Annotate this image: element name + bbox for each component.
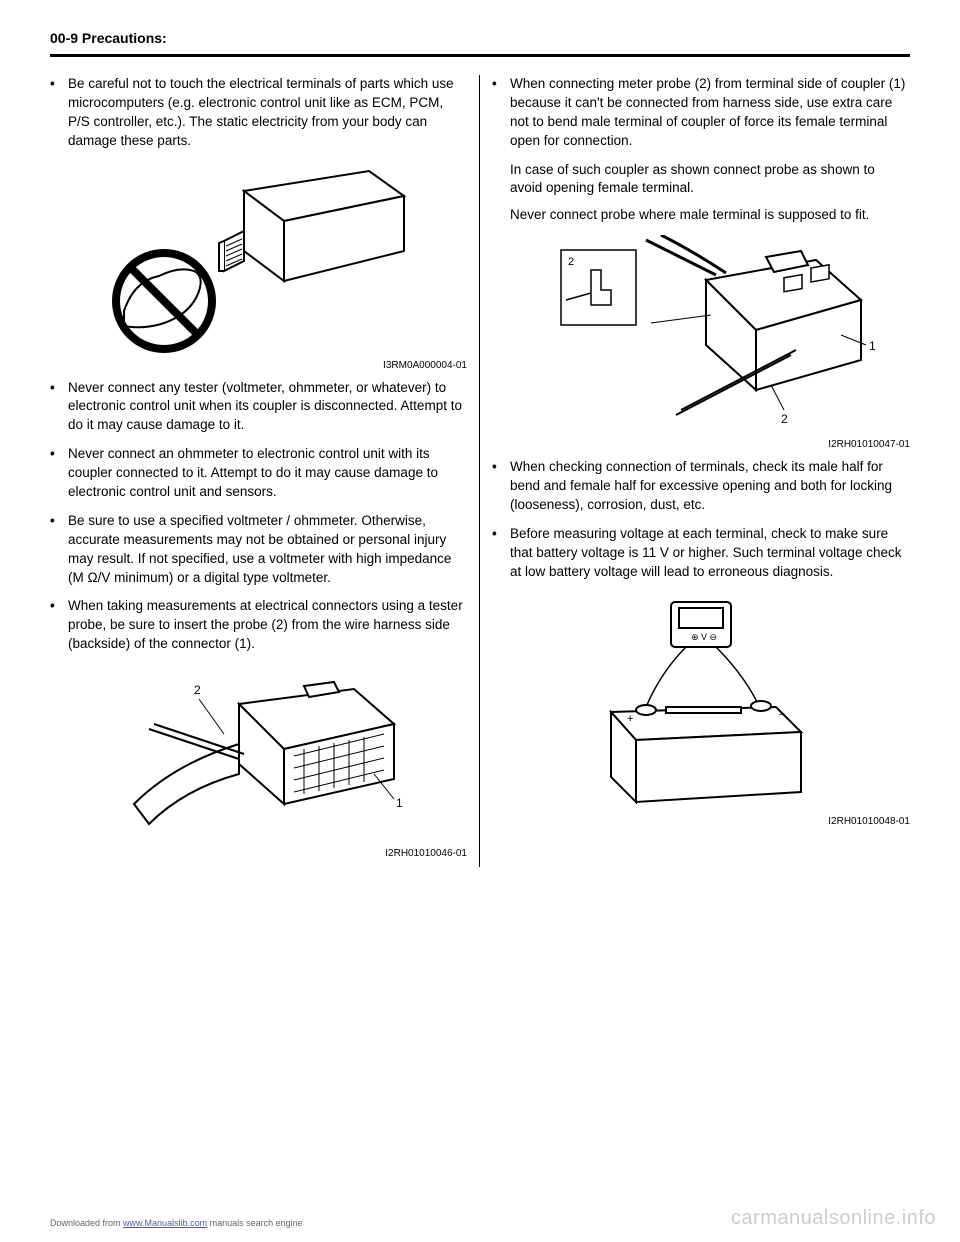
bullet-text: Be careful not to touch the electrical t… xyxy=(68,75,467,151)
connector-drawing: 2 1 xyxy=(94,664,424,844)
minus: − xyxy=(779,709,785,721)
bullet-continuation: Never connect probe where male terminal … xyxy=(510,206,910,225)
header-section: 00-9 Precautions: xyxy=(50,30,167,46)
coupler-drawing: 2 xyxy=(516,235,886,435)
bullet-text: Before measuring voltage at each termina… xyxy=(510,525,910,582)
bullet-item: • When connecting meter probe (2) from t… xyxy=(492,75,910,151)
label-2: 2 xyxy=(194,683,201,697)
figure-caption: I2RH01010048-01 xyxy=(492,816,910,827)
figure-ecu-prohibition xyxy=(50,161,467,356)
bullet-text: When checking connection of terminals, c… xyxy=(510,458,910,515)
figure-caption: I3RM0A000004-01 xyxy=(50,360,467,371)
bullet-marker: • xyxy=(492,525,510,582)
figure-battery-voltmeter: ⊕ V ⊖ + − xyxy=(492,592,910,812)
left-column: • Be careful not to touch the electrical… xyxy=(50,75,480,867)
bullet-text: Never connect any tester (voltmeter, ohm… xyxy=(68,379,467,436)
footer-suffix: manuals search engine xyxy=(207,1218,303,1228)
watermark: carmanualsonline.info xyxy=(731,1207,936,1230)
label-2: 2 xyxy=(568,256,574,268)
bullet-item: • Never connect an ohmmeter to electroni… xyxy=(50,445,467,502)
bullet-item: • Never connect any tester (voltmeter, o… xyxy=(50,379,467,436)
footer-prefix: Downloaded from xyxy=(50,1218,123,1228)
content-columns: • Be careful not to touch the electrical… xyxy=(50,75,910,867)
bullet-text: Be sure to use a specified voltmeter / o… xyxy=(68,512,467,588)
figure-caption: I2RH01010047-01 xyxy=(492,439,910,450)
page-header: 00-9 Precautions: xyxy=(50,30,910,57)
bullet-marker: • xyxy=(50,75,68,151)
bullet-text: When taking measurements at electrical c… xyxy=(68,597,467,654)
label-2b: 2 xyxy=(781,412,788,426)
bullet-marker: • xyxy=(50,597,68,654)
page: 00-9 Precautions: • Be careful not to to… xyxy=(0,0,960,1242)
bullet-item: • When checking connection of terminals,… xyxy=(492,458,910,515)
figure-caption: I2RH01010046-01 xyxy=(50,848,467,859)
bullet-marker: • xyxy=(50,445,68,502)
bullet-continuation: In case of such coupler as shown connect… xyxy=(510,161,910,199)
label-1: 1 xyxy=(869,339,876,353)
plus: + xyxy=(627,713,633,725)
figure-coupler-inset: 2 xyxy=(492,235,910,435)
ecu-drawing xyxy=(104,161,414,356)
bullet-text: Never connect an ohmmeter to electronic … xyxy=(68,445,467,502)
bullet-marker: • xyxy=(50,512,68,588)
bullet-item: • Be sure to use a specified voltmeter /… xyxy=(50,512,467,588)
label-1: 1 xyxy=(396,796,403,810)
bullet-marker: • xyxy=(492,458,510,515)
bullet-item: • When taking measurements at electrical… xyxy=(50,597,467,654)
footer-link[interactable]: www.Manualslib.com xyxy=(123,1218,207,1228)
bullet-marker: • xyxy=(50,379,68,436)
bullet-text: When connecting meter probe (2) from ter… xyxy=(510,75,910,151)
bullet-item: • Before measuring voltage at each termi… xyxy=(492,525,910,582)
bullet-item: • Be careful not to touch the electrical… xyxy=(50,75,467,151)
right-column: • When connecting meter probe (2) from t… xyxy=(480,75,910,867)
voltmeter-label: ⊕ V ⊖ xyxy=(691,632,717,642)
footer-download: Downloaded from www.Manualslib.com manua… xyxy=(50,1218,303,1228)
battery-drawing: ⊕ V ⊖ + − xyxy=(551,592,851,812)
figure-connector-backside: 2 1 xyxy=(50,664,467,844)
bullet-marker: • xyxy=(492,75,510,151)
